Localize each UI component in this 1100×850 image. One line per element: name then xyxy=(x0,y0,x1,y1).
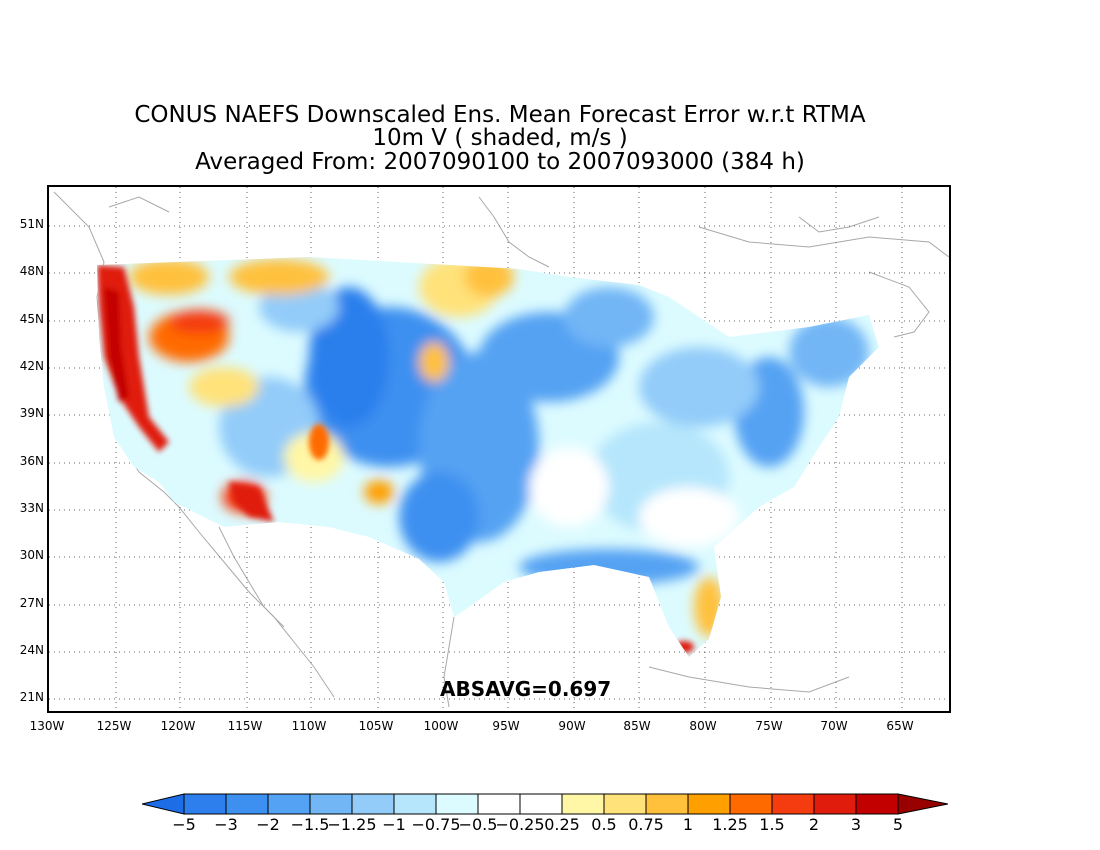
lat-label: 36N xyxy=(19,454,44,468)
colorbar-label: −0.5 xyxy=(458,815,498,834)
colorbar-swatch xyxy=(603,793,647,815)
colorbar-label: 0.25 xyxy=(544,815,580,834)
title-line-2: 10m V ( shaded, m/s ) xyxy=(372,125,628,151)
colorbar-swatch xyxy=(519,793,563,815)
lon-label: 100W xyxy=(423,719,459,733)
lon-label: 95W xyxy=(492,719,520,733)
colorbar-swatch xyxy=(477,793,521,815)
map-svg xyxy=(49,187,949,711)
lon-label: 65W xyxy=(886,719,914,733)
colorbar-arrow-left xyxy=(142,793,185,815)
colorbar xyxy=(142,793,948,815)
colorbar-label: 0.5 xyxy=(591,815,617,834)
colorbar-label: −0.75 xyxy=(411,815,461,834)
lon-label: 85W xyxy=(623,719,651,733)
lon-label: 125W xyxy=(96,719,132,733)
colorbar-swatch xyxy=(729,793,773,815)
lat-label: 30N xyxy=(19,548,44,562)
colorbar-swatch xyxy=(771,793,815,815)
colorbar-swatch xyxy=(645,793,689,815)
colorbar-label: −3 xyxy=(214,815,238,834)
lon-label: 80W xyxy=(689,719,717,733)
lat-label: 24N xyxy=(19,643,44,657)
lat-label: 45N xyxy=(19,312,44,326)
colorbar-label: 2 xyxy=(808,815,820,834)
lat-label: 51N xyxy=(19,217,44,231)
colorbar-label: −5 xyxy=(172,815,196,834)
colorbar-swatch xyxy=(183,793,227,815)
colorbar-swatch xyxy=(309,793,353,815)
lat-label: 21N xyxy=(19,690,44,704)
colorbar-label: 1.25 xyxy=(712,815,748,834)
lon-label: 105W xyxy=(358,719,394,733)
colorbar-label: 5 xyxy=(892,815,904,834)
colorbar-label: −1.25 xyxy=(327,815,377,834)
lon-label: 120W xyxy=(160,719,196,733)
colorbar-swatch xyxy=(225,793,269,815)
lat-label: 33N xyxy=(19,501,44,515)
shaded-error-field xyxy=(97,257,879,657)
lon-label: 75W xyxy=(755,719,783,733)
colorbar-label: 3 xyxy=(850,815,862,834)
lat-label: 39N xyxy=(19,406,44,420)
lat-label: 42N xyxy=(19,359,44,373)
colorbar-swatch xyxy=(813,793,857,815)
lon-label: 110W xyxy=(291,719,327,733)
colorbar-swatch xyxy=(351,793,395,815)
lon-label: 70W xyxy=(820,719,848,733)
colorbar-label: 0.75 xyxy=(628,815,664,834)
colorbar-arrow-right xyxy=(897,793,948,815)
colorbar-label: −1 xyxy=(382,815,406,834)
colorbar-swatch xyxy=(435,793,479,815)
colorbar-label: −0.25 xyxy=(495,815,545,834)
colorbar-label: 1 xyxy=(682,815,694,834)
lon-label: 115W xyxy=(227,719,263,733)
colorbar-swatch xyxy=(855,793,899,815)
colorbar-label: −2 xyxy=(256,815,280,834)
colorbar-swatch xyxy=(687,793,731,815)
map-panel xyxy=(47,185,951,713)
lat-label: 48N xyxy=(19,264,44,278)
colorbar-swatch xyxy=(393,793,437,815)
colorbar-label: 1.5 xyxy=(759,815,785,834)
lon-label: 90W xyxy=(558,719,586,733)
lon-label: 130W xyxy=(29,719,65,733)
colorbar-label: −1.5 xyxy=(290,815,330,834)
colorbar-swatch xyxy=(561,793,605,815)
lat-label: 27N xyxy=(19,596,44,610)
title-line-1: CONUS NAEFS Downscaled Ens. Mean Forecas… xyxy=(134,102,866,128)
absavg-label: ABSAVG=0.697 xyxy=(440,677,612,701)
title-line-3: Averaged From: 2007090100 to 2007093000 … xyxy=(195,149,805,175)
colorbar-swatch xyxy=(267,793,311,815)
